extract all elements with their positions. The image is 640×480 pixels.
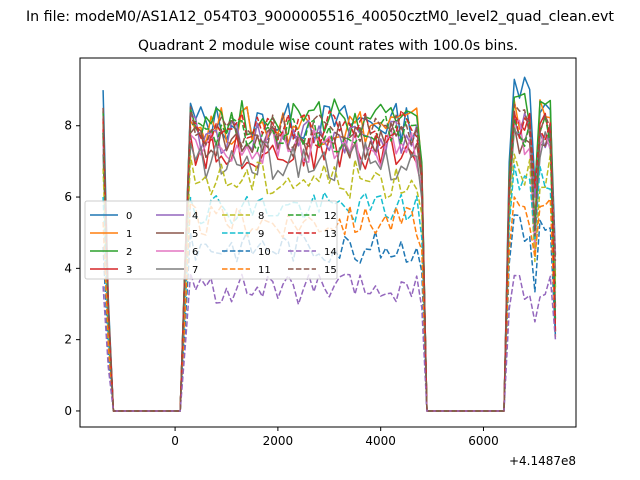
legend-label-0: 0 <box>126 211 132 222</box>
legend-label-7: 7 <box>192 265 198 276</box>
series-line-15 <box>102 103 557 412</box>
x-tick-label: 6000 <box>468 434 499 448</box>
legend-label-2: 2 <box>126 247 132 258</box>
figure-suptitle: In file: modeM0/AS1A12_054T03_9000005516… <box>26 9 614 25</box>
plot-frame <box>79 57 577 428</box>
legend-label-4: 4 <box>192 211 198 222</box>
legend-label-5: 5 <box>192 229 198 240</box>
y-tick-label: 0 <box>64 404 72 418</box>
data-lines <box>102 76 557 412</box>
legend-label-9: 9 <box>258 229 264 240</box>
legend-label-11: 11 <box>258 265 271 276</box>
legend-label-13: 13 <box>324 229 337 240</box>
y-tick-label: 6 <box>64 190 72 204</box>
legend-label-15: 15 <box>324 265 337 276</box>
x-tick-label: 2000 <box>263 434 294 448</box>
y-tick-label: 4 <box>64 261 72 275</box>
legend-label-6: 6 <box>192 247 198 258</box>
x-tick-label: 4000 <box>365 434 396 448</box>
y-tick-label: 8 <box>64 119 72 133</box>
x-tick-label: 0 <box>171 434 179 448</box>
chart-title: Quadrant 2 module wise count rates with … <box>138 38 518 54</box>
y-tick-label: 2 <box>64 333 72 347</box>
legend-label-10: 10 <box>258 247 271 258</box>
legend-label-8: 8 <box>258 211 264 222</box>
legend-label-14: 14 <box>324 247 337 258</box>
legend-label-1: 1 <box>126 229 132 240</box>
axes: 0 2000 4000 6000 0 2 4 6 8 <box>64 119 498 448</box>
legend-box <box>84 200 338 280</box>
legend-label-12: 12 <box>324 211 337 222</box>
legend-label-3: 3 <box>126 265 132 276</box>
x-offset-label: +4.1487e8 <box>509 454 576 468</box>
